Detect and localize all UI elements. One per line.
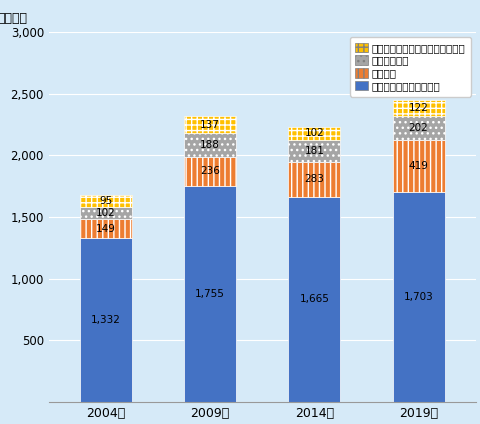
Bar (80, 195, 132, 207)
Text: 236: 236 (200, 166, 220, 176)
Text: 1,332: 1,332 (91, 315, 121, 325)
Bar (288, 139, 340, 162)
Text: 1,703: 1,703 (404, 292, 433, 302)
Text: 1,755: 1,755 (195, 289, 225, 299)
Text: 419: 419 (408, 161, 429, 171)
Text: 137: 137 (200, 120, 220, 130)
Text: （箇所）: （箇所） (0, 12, 27, 25)
Bar (80, 219, 132, 238)
Bar (393, 115, 444, 140)
Bar (184, 186, 236, 402)
Bar (184, 156, 236, 186)
Legend: 測定・管理・航行・電子医療機器, 医療用消耗品, 眼科製品, 医療・研究用非電子機器: 測定・管理・航行・電子医療機器, 医療用消耗品, 眼科製品, 医療・研究用非電子… (350, 37, 470, 97)
Bar (184, 134, 236, 156)
Bar (184, 117, 236, 134)
Text: 102: 102 (96, 208, 116, 218)
Bar (80, 238, 132, 402)
Bar (288, 162, 340, 197)
Text: 95: 95 (99, 196, 113, 206)
Bar (288, 127, 340, 139)
Text: 122: 122 (408, 103, 429, 113)
Text: 202: 202 (408, 123, 429, 133)
Bar (393, 140, 444, 192)
Bar (393, 100, 444, 115)
Text: 188: 188 (200, 140, 220, 150)
Bar (393, 192, 444, 402)
Text: 181: 181 (304, 146, 324, 156)
Text: 1,665: 1,665 (300, 294, 329, 304)
Text: 283: 283 (304, 174, 324, 184)
Bar (80, 207, 132, 219)
Text: 149: 149 (96, 223, 116, 234)
Bar (288, 197, 340, 402)
Text: 102: 102 (304, 128, 324, 138)
